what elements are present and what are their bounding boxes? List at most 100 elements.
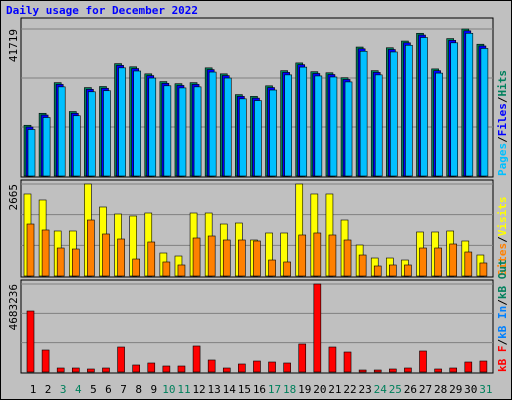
bar	[72, 115, 81, 177]
x-tick-label: 1	[30, 383, 37, 396]
bar	[269, 89, 277, 177]
bar	[450, 42, 459, 177]
legend-entry: kB In	[496, 306, 509, 339]
bar	[147, 241, 156, 277]
bar	[254, 100, 262, 177]
bar	[420, 37, 428, 177]
bar	[479, 262, 488, 277]
bar	[56, 247, 65, 277]
bar	[404, 367, 412, 373]
bar	[479, 360, 488, 373]
bar	[389, 368, 397, 373]
bar	[419, 247, 427, 277]
legend-separator: /	[496, 236, 509, 243]
bar	[178, 87, 187, 177]
bar	[26, 223, 35, 277]
bar	[314, 75, 323, 177]
bar	[41, 349, 50, 373]
x-tick-label: 13	[208, 383, 221, 396]
bar	[71, 367, 80, 373]
bar	[283, 362, 291, 373]
legend-entry: Sites	[496, 243, 509, 276]
x-tick-label: 24	[374, 383, 388, 396]
bar	[71, 248, 80, 277]
bar	[283, 261, 291, 277]
bar	[299, 66, 308, 177]
legend-separator: /	[496, 96, 509, 103]
bar	[42, 117, 51, 177]
x-tick-label: 12	[192, 383, 205, 396]
bar	[118, 67, 126, 177]
x-tick-label: 19	[298, 383, 311, 396]
bar	[239, 98, 247, 177]
bar	[404, 264, 412, 277]
bar	[405, 44, 413, 177]
y-tick-label: 41719	[7, 29, 20, 62]
x-tick-label: 28	[434, 383, 447, 396]
bar	[434, 247, 442, 277]
bar	[358, 254, 367, 277]
bar	[57, 86, 66, 177]
x-tick-label: 31	[479, 383, 492, 396]
bar	[222, 367, 231, 373]
bar	[147, 362, 156, 373]
y-tick-label: 2665	[7, 184, 20, 211]
bar	[298, 343, 307, 373]
bar	[162, 261, 171, 277]
bar	[133, 70, 141, 177]
bar	[193, 86, 202, 177]
bar	[373, 369, 382, 373]
x-tick-label: 30	[464, 383, 477, 396]
bar	[449, 243, 458, 277]
bar	[132, 258, 140, 277]
legend-entry: Visits	[496, 197, 509, 237]
bar	[132, 364, 140, 373]
bar	[313, 232, 322, 277]
x-tick-label: 14	[223, 383, 237, 396]
legend-entry: kB Out	[496, 259, 509, 299]
x-tick-label: 17	[268, 383, 281, 396]
legend: Sites/Visits	[496, 197, 509, 277]
x-tick-label: 5	[90, 383, 97, 396]
bar	[27, 129, 36, 177]
bar	[268, 259, 276, 277]
bar	[464, 361, 473, 373]
bar	[313, 283, 322, 373]
x-tick-label: 20	[313, 383, 326, 396]
bar	[148, 77, 157, 177]
bar	[434, 368, 442, 373]
bar	[177, 264, 186, 277]
bar	[465, 32, 474, 177]
bar	[389, 264, 397, 277]
x-tick-label: 10	[162, 383, 175, 396]
x-tick-label: 23	[359, 383, 372, 396]
bar	[162, 365, 171, 373]
bar	[56, 367, 65, 373]
x-tick-label: 2	[45, 383, 52, 396]
bar	[88, 91, 96, 177]
legend-entry: Hits	[496, 70, 509, 97]
legend-separator: /	[496, 299, 509, 306]
panel	[20, 279, 494, 374]
bar	[390, 51, 398, 177]
bar	[117, 346, 125, 373]
bar	[419, 350, 427, 373]
bar	[358, 369, 367, 373]
x-tick-label: 27	[419, 383, 432, 396]
bar	[41, 229, 50, 277]
bar	[253, 360, 261, 373]
legend-separator: /	[496, 136, 509, 143]
x-tick-label: 6	[105, 383, 112, 396]
bar	[163, 85, 172, 177]
x-tick-label: 25	[389, 383, 402, 396]
bar	[374, 74, 383, 177]
bar	[449, 367, 458, 373]
bar	[238, 239, 246, 277]
legend: kB F/kB In/kB Out	[496, 259, 509, 372]
bar	[87, 219, 95, 277]
legend-separator: /	[496, 339, 509, 346]
bar	[103, 90, 111, 177]
chart-title: Daily usage for December 2022	[6, 4, 198, 17]
bar	[117, 238, 125, 277]
bar	[328, 346, 337, 373]
